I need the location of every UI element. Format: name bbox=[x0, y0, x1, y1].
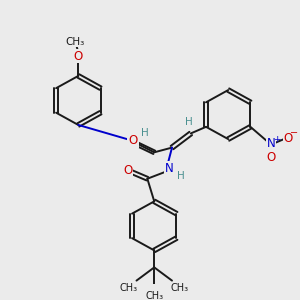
Text: CH₃: CH₃ bbox=[119, 283, 138, 293]
Text: CH₃: CH₃ bbox=[171, 283, 189, 293]
Text: CH₃: CH₃ bbox=[66, 37, 85, 47]
Text: H: H bbox=[142, 128, 149, 137]
Text: H: H bbox=[177, 171, 185, 181]
Text: O: O bbox=[74, 50, 83, 63]
Text: N: N bbox=[165, 162, 173, 175]
Text: −: − bbox=[290, 128, 298, 137]
Text: H: H bbox=[185, 117, 193, 127]
Text: O: O bbox=[283, 132, 292, 145]
Text: +: + bbox=[273, 135, 281, 144]
Text: N: N bbox=[267, 137, 275, 150]
Text: O: O bbox=[266, 151, 276, 164]
Text: O: O bbox=[128, 134, 137, 148]
Text: CH₃: CH₃ bbox=[145, 291, 163, 300]
Text: N: N bbox=[129, 134, 138, 148]
Text: O: O bbox=[123, 164, 132, 177]
